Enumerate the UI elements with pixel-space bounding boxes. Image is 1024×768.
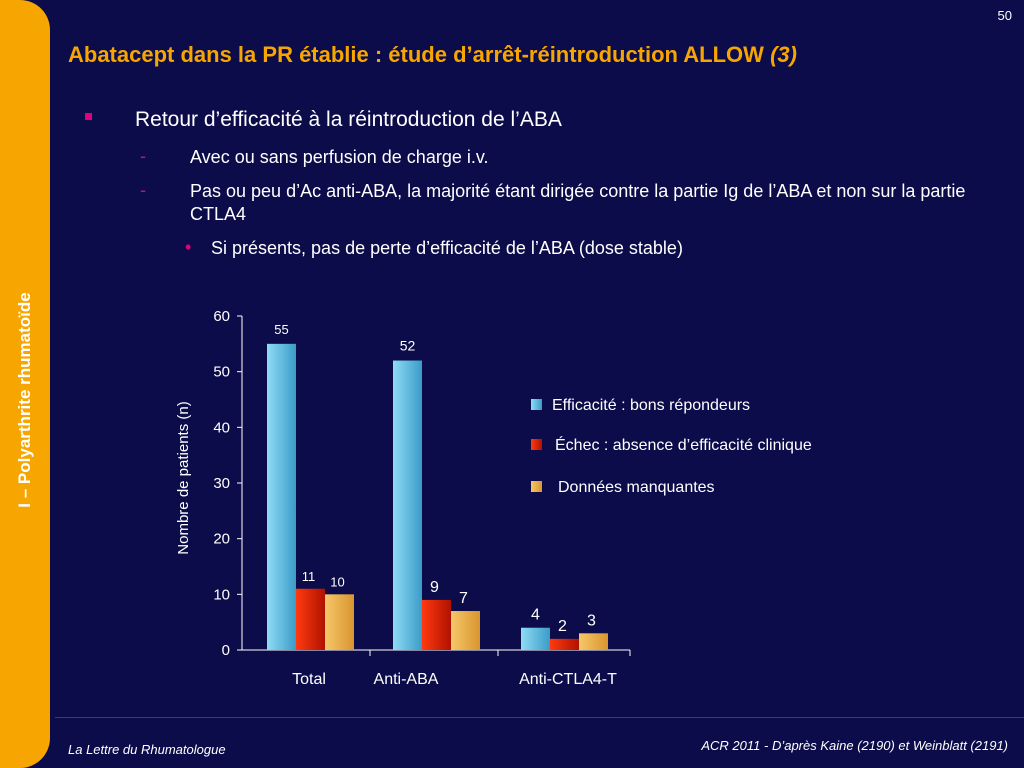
bar-value-label: 11: [302, 569, 316, 584]
y-tick-label: 20: [213, 531, 230, 548]
legend-swatch: [531, 439, 542, 450]
bar-value-label: 9: [430, 579, 439, 596]
bar-value-label: 2: [558, 618, 567, 635]
square-bullet-icon: [85, 113, 92, 120]
bar-2-1: [550, 638, 579, 650]
bar-1-0: [393, 360, 422, 650]
slide-title: Abatacept dans la PR établie : étude d’a…: [68, 42, 797, 68]
legend-swatch: [531, 481, 542, 492]
legend-label: Données manquantes: [558, 479, 715, 496]
bar-1-1: [422, 599, 451, 650]
dash-bullet-icon: -: [140, 180, 146, 200]
legend-label: Efficacité : bons répondeurs: [552, 397, 750, 414]
bar-value-label: 52: [400, 338, 416, 354]
sidebar: I – Polyarthrite rhumatoïde: [0, 0, 50, 768]
y-tick-label: 0: [222, 642, 230, 659]
legend-swatch: [531, 399, 542, 410]
y-tick-label: 40: [213, 419, 230, 436]
footer-source: La Lettre du Rhumatologue: [68, 742, 226, 757]
title-main: Abatacept dans la PR établie : étude d’a…: [68, 42, 764, 67]
x-category-label: Anti-ABA: [374, 671, 439, 688]
bar-0-2: [325, 594, 354, 650]
y-tick-label: 10: [213, 586, 230, 603]
bar-1-2: [451, 611, 480, 650]
bar-0-0: [267, 343, 296, 650]
slide-number: 50: [997, 8, 1012, 23]
title-suffix: (3): [770, 42, 797, 67]
y-tick-label: 50: [213, 364, 230, 381]
bar-value-label: 3: [587, 612, 596, 629]
dot-bullet-icon: •: [185, 237, 192, 257]
y-tick-label: 60: [213, 308, 230, 325]
y-tick-label: 30: [213, 475, 230, 492]
bar-0-1: [296, 588, 325, 650]
bar-value-label: 7: [459, 590, 468, 607]
x-category-label: Total: [292, 671, 326, 688]
dash-bullet-icon: -: [140, 146, 146, 166]
bar-2-2: [579, 633, 608, 650]
footer-reference: ACR 2011 - D’après Kaine (2190) et Weinb…: [701, 738, 1008, 753]
legend-label: Échec : absence d’efficacité clinique: [555, 435, 812, 454]
y-axis-label: Nombre de patients (n): [175, 401, 192, 554]
bar-value-label: 55: [274, 322, 288, 337]
bar-2-0: [521, 627, 550, 650]
bar-value-label: 10: [330, 574, 344, 589]
x-category-label: Anti-CTLA4-T: [519, 671, 617, 688]
bar-value-label: 4: [531, 607, 540, 624]
footer-divider: [55, 717, 1024, 718]
